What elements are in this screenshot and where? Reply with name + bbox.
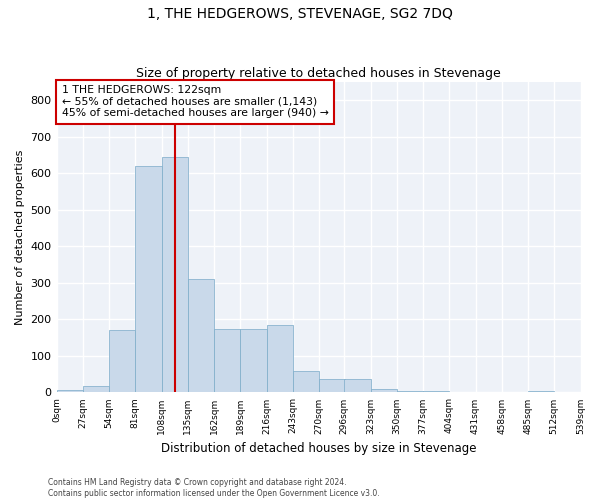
Text: 1 THE HEDGEROWS: 122sqm
← 55% of detached houses are smaller (1,143)
45% of semi: 1 THE HEDGEROWS: 122sqm ← 55% of detache… <box>62 85 329 118</box>
Bar <box>83 386 109 392</box>
Bar <box>109 330 135 392</box>
Bar <box>188 279 214 392</box>
Text: Contains HM Land Registry data © Crown copyright and database right 2024.
Contai: Contains HM Land Registry data © Crown c… <box>48 478 380 498</box>
Y-axis label: Number of detached properties: Number of detached properties <box>15 150 25 325</box>
Bar <box>423 391 449 392</box>
Bar <box>528 390 554 392</box>
Bar <box>56 390 83 392</box>
Bar <box>266 325 293 392</box>
Bar <box>161 157 188 392</box>
Bar <box>240 328 266 392</box>
Title: Size of property relative to detached houses in Stevenage: Size of property relative to detached ho… <box>136 66 501 80</box>
X-axis label: Distribution of detached houses by size in Stevenage: Distribution of detached houses by size … <box>161 442 476 455</box>
Text: 1, THE HEDGEROWS, STEVENAGE, SG2 7DQ: 1, THE HEDGEROWS, STEVENAGE, SG2 7DQ <box>147 8 453 22</box>
Bar <box>214 328 240 392</box>
Bar <box>319 378 345 392</box>
Bar <box>344 378 371 392</box>
Bar <box>371 389 397 392</box>
Bar <box>135 166 161 392</box>
Bar <box>293 370 319 392</box>
Bar <box>397 391 423 392</box>
